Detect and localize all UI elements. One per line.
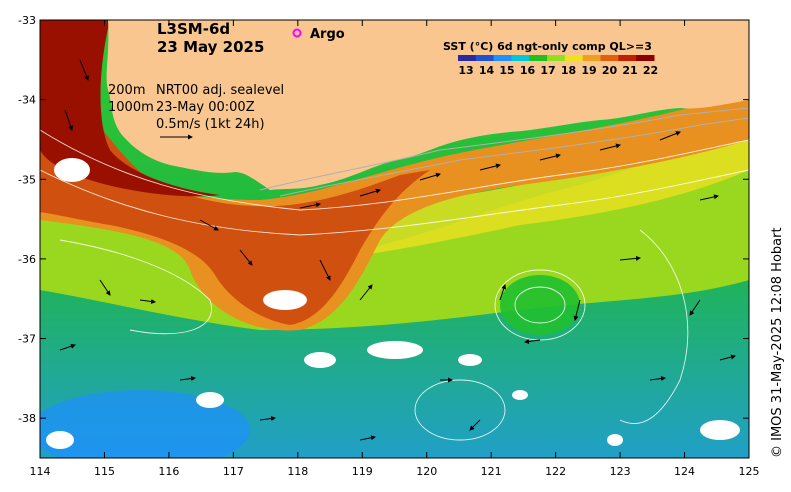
colorbar-tick-label: 19 — [581, 64, 596, 77]
colorbar-swatch — [582, 55, 602, 61]
y-axis-latitude: -33 -34 -35 -36 -37 -38 — [18, 14, 749, 425]
y-tick-label: -38 — [18, 412, 36, 425]
x-tick-label: 117 — [223, 465, 244, 478]
sst-legend-title: SST (°C) 6d ngt-only comp QL>=3 — [443, 40, 652, 53]
argo-marker-icon — [292, 28, 302, 38]
x-tick-label: 124 — [674, 465, 695, 478]
colorbar-tick-label: 20 — [602, 64, 618, 77]
colorbar-swatch — [511, 55, 530, 61]
colorbar-swatch — [618, 55, 637, 61]
x-tick-label: 118 — [287, 465, 308, 478]
colorbar-tick-label: 18 — [561, 64, 576, 77]
southern-cold-patch — [40, 390, 250, 458]
colorbar-tick-label: 16 — [520, 64, 536, 77]
x-tick-label: 122 — [545, 465, 566, 478]
x-axis-longitude: 114 115 116 117 118 119 120 121 122 123 124 125 — [30, 20, 760, 478]
cloud-gaps — [46, 158, 740, 449]
colorbar-swatch — [529, 55, 548, 61]
y-tick-label: -35 — [18, 173, 36, 186]
x-tick-label: 121 — [481, 465, 502, 478]
colorbar-swatch — [475, 55, 495, 61]
x-tick-label: 119 — [352, 465, 373, 478]
sealevel-label: NRT00 adj. sealevel — [156, 83, 284, 98]
vector-scale-label: 0.5m/s (1kt 24h) — [156, 117, 265, 132]
sealevel-contours — [40, 129, 749, 441]
eddy-cold-core — [500, 275, 580, 335]
contour-legend-200m: 200m — [108, 83, 145, 98]
colorbar-tick-label: 22 — [643, 64, 658, 77]
y-tick-label: -37 — [18, 333, 36, 346]
contour-legend-1000m: 1000m — [108, 100, 154, 115]
leeuwin-current-red — [40, 60, 430, 325]
x-tick-label: 114 — [30, 465, 51, 478]
colorbar-swatch — [636, 55, 655, 61]
colorbar-swatch — [458, 55, 477, 61]
x-tick-label: 116 — [158, 465, 179, 478]
australian-coastline-land — [106, 20, 749, 190]
bathymetry-contours — [259, 107, 749, 197]
colorbar-swatch — [547, 55, 566, 61]
sst-colorbar-ticks: 13 14 15 16 17 18 19 20 21 22 — [458, 64, 658, 77]
colorbar-swatch — [564, 55, 584, 61]
colorbar-swatch — [493, 55, 512, 61]
x-tick-label: 123 — [610, 465, 631, 478]
colorbar-tick-label: 13 — [458, 64, 473, 77]
y-tick-label: -34 — [18, 94, 36, 107]
product-title: L3SM-6d — [157, 20, 230, 38]
colorbar-swatch — [600, 55, 619, 61]
y-tick-label: -36 — [18, 253, 36, 266]
colorbar-tick-label: 21 — [622, 64, 637, 77]
map-date: 23 May 2025 — [157, 38, 264, 56]
x-tick-label: 120 — [416, 465, 437, 478]
colorbar-tick-label: 15 — [499, 64, 514, 77]
sst-colorbar — [458, 55, 655, 61]
imos-credit: © IMOS 31-May-2025 12:08 Hobart — [770, 227, 785, 458]
x-tick-label: 115 — [94, 465, 115, 478]
plot-border — [39, 19, 750, 459]
colorbar-tick-label: 17 — [540, 64, 555, 77]
western-warm-core — [40, 20, 220, 197]
argo-label: Argo — [310, 27, 345, 42]
x-tick-label: 125 — [739, 465, 760, 478]
time-label: 23-May 00:00Z — [156, 100, 255, 115]
current-vectors — [59, 59, 736, 441]
y-tick-label: -33 — [18, 14, 36, 27]
colorbar-tick-label: 14 — [479, 64, 495, 77]
